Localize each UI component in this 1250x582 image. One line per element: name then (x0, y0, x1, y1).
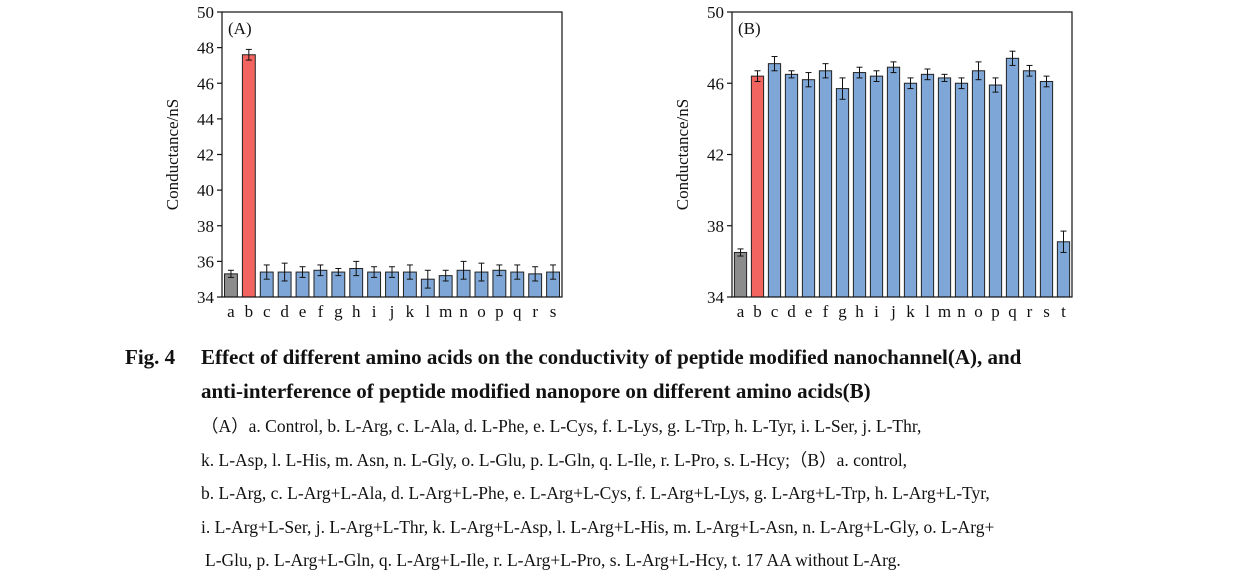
x-tick-label: p (991, 302, 1000, 321)
x-tick-label: s (550, 302, 557, 321)
chart-a-svg: a b c d e f g h i j k l m n o p q r s 34 36 38 40 42 44 46 48 50 (A)… (163, 3, 563, 321)
plot-frame (221, 11, 563, 298)
bar (852, 72, 867, 298)
x-tick-label: o (974, 302, 983, 321)
bar (784, 73, 799, 298)
bar (767, 63, 782, 298)
y-tick-label: 50 (197, 3, 214, 22)
x-tick-label: n (459, 302, 468, 321)
x-tick-label: q (1008, 302, 1017, 321)
chart-panel-a: a b c d e f g h i j k l m n o p q r s 34 36 38 40 42 44 46 48 50 (A)… (150, 0, 590, 330)
bar (835, 88, 850, 298)
caption-line: b. L-Arg, c. L-Arg+L-Ala, d. L-Arg+L-Phe… (201, 483, 990, 503)
y-tick-label: 42 (197, 146, 214, 165)
x-tick-label: o (477, 302, 486, 321)
x-tick-label: f (318, 302, 324, 321)
figure-title-line: anti-interference of peptide modified na… (201, 379, 871, 403)
bar (920, 73, 935, 298)
x-tick-label: f (823, 302, 829, 321)
y-axis-label: Conductance/nS (163, 99, 182, 210)
bar (869, 75, 884, 298)
x-tick-label: k (406, 302, 415, 321)
x-tick-label: i (372, 302, 377, 321)
caption-line: i. L-Arg+L-Ser, j. L-Arg+L-Thr, k. L-Arg… (201, 516, 995, 537)
x-tick-label: d (787, 302, 796, 321)
panel-label: (B) (738, 19, 761, 38)
y-tick-label: 38 (707, 217, 724, 236)
chart-panel-b: a b c d e f g h i j k l m n o p q r s t 34 38 42 46 50 (B) Conduct… (660, 0, 1100, 330)
figure-title-text: Effect of different amino acids on the c… (201, 340, 1131, 408)
x-tick-label: j (389, 302, 395, 321)
bar (1022, 70, 1037, 298)
x-tick-label: e (805, 302, 813, 321)
x-tick-label: b (245, 302, 254, 321)
y-tick-label: 42 (707, 146, 724, 165)
x-tick-label: d (280, 302, 289, 321)
y-tick-label: 34 (707, 288, 725, 307)
figure-title-line: Effect of different amino acids on the c… (201, 345, 1022, 369)
bar (1039, 80, 1054, 298)
x-tick-label: h (352, 302, 361, 321)
x-tick-label: q (513, 302, 522, 321)
bar (818, 70, 833, 298)
x-tick-label: r (1027, 302, 1033, 321)
x-tick-label: m (439, 302, 452, 321)
bar (1005, 57, 1020, 298)
x-tick-label: e (299, 302, 307, 321)
x-tick-label: j (890, 302, 896, 321)
x-tick-label: n (957, 302, 966, 321)
x-tick-label: c (263, 302, 271, 321)
bar (937, 77, 952, 298)
plot-frame (731, 11, 1073, 298)
y-tick-label: 34 (197, 288, 215, 307)
caption-line: （A）a. Control, b. L-Arg, c. L-Ala, d. L-… (201, 416, 922, 436)
bar (750, 75, 765, 298)
y-tick-label: 36 (197, 252, 214, 271)
bar (903, 82, 918, 298)
y-tick-label: 48 (197, 39, 214, 58)
caption-line: L-Glu, p. L-Arg+L-Gln, q. L-Arg+L-Ile, r… (205, 550, 901, 570)
x-tick-label: s (1043, 302, 1050, 321)
x-tick-label: h (855, 302, 864, 321)
chart-b-svg: a b c d e f g h i j k l m n o p q r s t 34 38 42 46 50 (B) Conduct… (673, 3, 1073, 321)
y-tick-label: 44 (197, 110, 215, 129)
caption-line: k. L-Asp, l. L-His, m. Asn, n. L-Gly, o.… (201, 449, 908, 470)
bar (886, 66, 901, 298)
bar (733, 251, 748, 298)
y-tick-label: 46 (197, 74, 214, 93)
x-tick-label: g (334, 302, 343, 321)
y-tick-label: 46 (707, 74, 724, 93)
y-tick-label: 38 (197, 217, 214, 236)
bar (241, 54, 256, 298)
y-tick-label: 40 (197, 181, 214, 200)
x-tick-label: c (771, 302, 779, 321)
y-axis-label: Conductance/nS (673, 99, 692, 210)
x-tick-label: m (938, 302, 951, 321)
x-tick-label: l (925, 302, 930, 321)
panel-label: (A) (228, 19, 252, 38)
bar (801, 79, 816, 298)
x-tick-label: i (874, 302, 879, 321)
y-tick-label: 50 (707, 3, 724, 22)
x-tick-label: p (495, 302, 504, 321)
bar (971, 70, 986, 298)
x-tick-label: r (532, 302, 538, 321)
x-tick-label: l (425, 302, 430, 321)
bar (988, 84, 1003, 298)
x-tick-label: g (838, 302, 847, 321)
figure-caption: （A）a. Control, b. L-Arg, c. L-Ala, d. L-… (201, 410, 1121, 578)
figure-number: Fig. 4 (125, 345, 176, 369)
x-tick-label: t (1061, 302, 1066, 321)
x-tick-label: a (227, 302, 235, 321)
bar (954, 82, 969, 298)
x-tick-label: k (906, 302, 915, 321)
x-tick-label: b (753, 302, 762, 321)
x-tick-label: a (737, 302, 745, 321)
